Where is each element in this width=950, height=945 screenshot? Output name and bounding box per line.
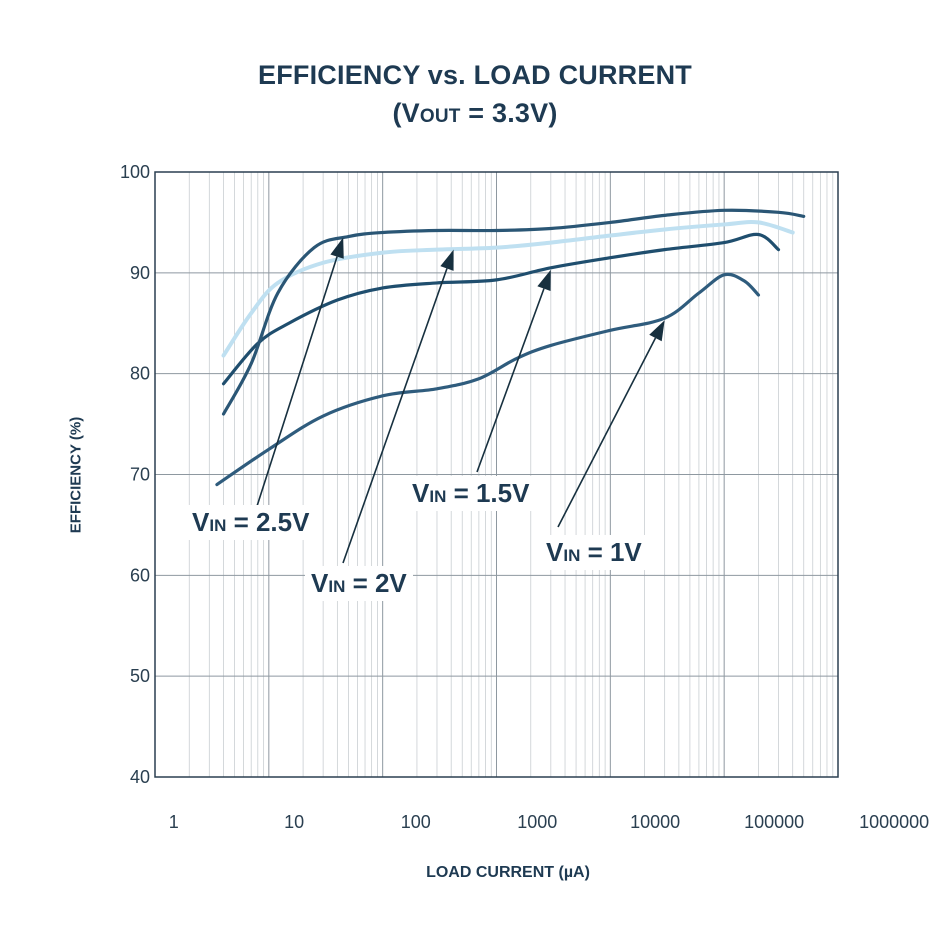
series-label-sub: IN [429, 487, 447, 506]
x-tick-label: 100000 [744, 812, 804, 832]
series-label: VIN = 1V [540, 535, 648, 570]
y-tick-label: 60 [130, 565, 150, 585]
x-tick-label: 10000 [630, 812, 680, 832]
series-label-value: = 2.5V [226, 507, 310, 537]
x-tick-label: 1000 [517, 812, 557, 832]
x-tick-label: 100 [401, 812, 431, 832]
annotation-arrow-head [649, 320, 665, 342]
series-label-main: V [192, 507, 210, 537]
series-label: VIN = 1.5V [406, 476, 536, 511]
subtitle-sub: OUT [419, 106, 461, 127]
series-label-sub: IN [209, 516, 227, 535]
series-line [221, 219, 795, 358]
series-label: VIN = 2V [305, 566, 413, 601]
series-line [221, 232, 781, 386]
series-line [215, 272, 761, 487]
annotation-arrow-line [476, 288, 545, 473]
annotation-arrow-line [342, 268, 448, 564]
series-label-main: V [311, 568, 329, 598]
series-label-value: = 1V [580, 537, 642, 567]
annotation-arrow-head [537, 269, 551, 291]
x-tick-label: 1000000 [859, 812, 929, 832]
series-label-main: V [412, 478, 430, 508]
series-label-value: = 1.5V [446, 478, 530, 508]
y-tick-label: 90 [130, 263, 150, 283]
y-tick-label: 70 [130, 465, 150, 485]
annotation-arrow-head [440, 249, 454, 271]
annotation-arrow-line [249, 256, 338, 529]
series-lines [215, 208, 806, 487]
series-label-value: = 2V [345, 568, 407, 598]
x-tick-label: 10 [284, 812, 304, 832]
chart-title: EFFICIENCY vs. LOAD CURRENT [258, 60, 692, 90]
series-label-sub: IN [328, 577, 346, 596]
series-line [221, 208, 806, 416]
series-label-sub: IN [563, 546, 581, 565]
x-tick-label: 1 [169, 812, 179, 832]
y-tick-label: 50 [130, 666, 150, 686]
annotation-arrow-line [557, 337, 657, 528]
x-axis-label: LOAD CURRENT (µA) [426, 864, 590, 881]
y-tick-label: 80 [130, 364, 150, 384]
y-tick-label: 100 [120, 162, 150, 182]
annotation-arrows [249, 237, 665, 564]
y-tick-label: 40 [130, 767, 150, 787]
subtitle-prefix: (V [392, 98, 420, 128]
annotation-arrow-head [330, 237, 344, 259]
series-label: VIN = 2.5V [186, 505, 316, 540]
plot-frame [154, 171, 839, 778]
subtitle-suffix: = 3.3V) [460, 98, 558, 128]
chart-subtitle: (VOUT = 3.3V) [0, 98, 950, 129]
series-label-main: V [546, 537, 564, 567]
grid [154, 171, 838, 778]
